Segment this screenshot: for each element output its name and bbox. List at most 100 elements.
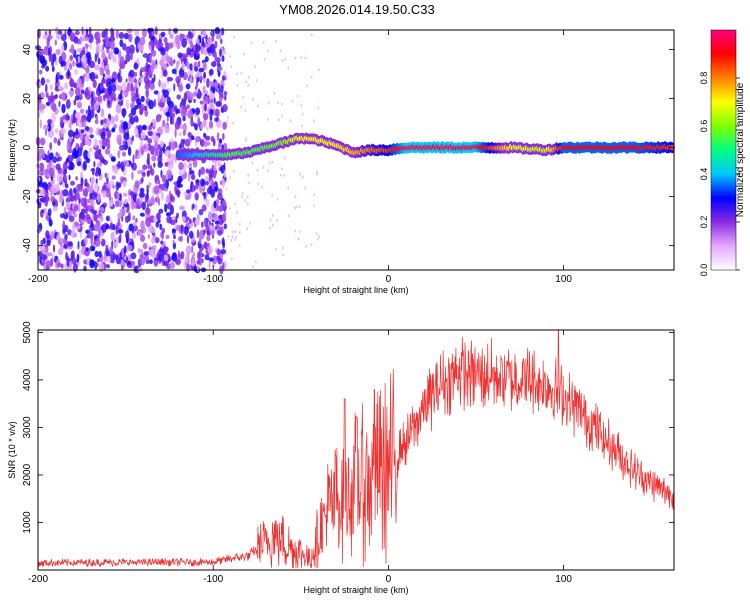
spectrogram-noise-cell [58, 100, 61, 108]
spectrogram-noise-cell [163, 181, 167, 187]
spectrogram-noise-cell [174, 128, 177, 138]
spectrogram-noise-cell [255, 79, 258, 82]
spectrogram-noise-cell [115, 29, 119, 39]
spectrogram-noise-cell [151, 155, 157, 162]
spectrogram-noise-cell [116, 134, 122, 144]
spectrogram-noise-cell [93, 192, 98, 198]
spectrogram-noise-cell [244, 199, 246, 202]
spectrogram-noise-cell [134, 180, 140, 189]
spectrogram-noise-cell [127, 138, 131, 148]
y-tick-label: -40 [22, 238, 33, 253]
spectrogram-noise-cell [69, 78, 75, 88]
spectrogram-noise-cell [81, 26, 84, 36]
spectrogram-noise-cell [297, 94, 299, 98]
spectrogram-noise-cell [304, 56, 307, 60]
spectrogram-noise-cell [113, 47, 119, 55]
spectrogram-noise-cell [180, 224, 183, 233]
spectrogram-noise-cell [64, 82, 69, 90]
spectrogram-noise-cell [134, 71, 138, 77]
spectrogram-noise-cell [318, 235, 320, 238]
spectrogram-noise-cell [77, 147, 83, 158]
spectrogram-noise-cell [200, 123, 203, 129]
spectrogram-noise-cell [164, 124, 170, 134]
spectrogram-noise-cell [112, 165, 119, 174]
spectrogram-noise-cell [79, 122, 83, 129]
spectrogram-noise-cell [100, 233, 103, 243]
spectrogram-noise-cell [80, 208, 87, 214]
spectrogram-noise-cell [144, 84, 148, 90]
spectrogram-noise-cell [132, 154, 135, 164]
spectrogram-noise-cell [178, 170, 184, 176]
spectrogram-noise-cell [63, 206, 67, 216]
spectrogram-noise-cell [189, 170, 195, 176]
spectrogram-noise-cell [158, 148, 163, 158]
spectrogram-noise-cell [287, 67, 289, 70]
spectrogram-noise-cell [106, 78, 112, 85]
spectrogram-noise-cell [72, 137, 75, 143]
spectrogram-noise-cell [111, 156, 116, 162]
spectrogram-noise-cell [194, 218, 200, 226]
spectrogram-noise-cell [41, 260, 46, 266]
spectrogram-noise-cell [190, 183, 193, 193]
spectrogram-noise-cell [217, 66, 223, 72]
spectrogram-noise-cell [194, 136, 200, 143]
spectrogram-noise-cell [176, 188, 180, 198]
spectrogram-noise-cell [58, 156, 62, 162]
spectrogram-noise-cell [76, 78, 82, 89]
spectrogram-noise-cell [232, 121, 234, 125]
y-tick-label: 5000 [22, 321, 33, 344]
spectrogram-noise-cell [180, 109, 187, 118]
spectrogram-noise-cell [46, 234, 50, 240]
spectrogram-noise-cell [165, 212, 172, 217]
spectrogram-noise-cell [38, 49, 45, 56]
spectrogram-noise-cell [64, 233, 68, 241]
spectrogram-noise-cell [194, 192, 199, 201]
colorbar: 0.0 0.2 0.4 0.6 0.8 Normalized spectral ampl… [699, 29, 746, 276]
spectrogram-noise-cell [233, 36, 236, 39]
spectrogram-noise-cell [63, 238, 66, 245]
spectrogram-noise-cell [147, 233, 150, 240]
spectrogram-noise-cell [95, 115, 99, 122]
spectrogram-noise-cell [93, 183, 99, 193]
spectrogram-noise-cell [215, 108, 220, 118]
spectrogram-noise-cell [193, 185, 196, 191]
spectrogram-noise-cell [39, 137, 46, 146]
spectrogram-noise-cell [67, 129, 74, 138]
spectrogram-noise-cell [75, 176, 78, 181]
spectrogram-noise-cell [77, 240, 80, 250]
snr-panel: -200 -100 0 100 1000 2000 3000 4000 5000 Height … [7, 321, 675, 595]
spectrogram-noise-cell [185, 216, 190, 221]
spectrogram-noise-cell [146, 184, 150, 190]
spectrogram-noise-cell [163, 37, 168, 43]
spectrogram-noise-cell [213, 185, 219, 192]
spectrogram-noise-cell [246, 227, 248, 230]
spectrogram-noise-cell [177, 250, 180, 257]
spectrogram-noise-cell [91, 219, 94, 227]
spectrogram-noise-cell [105, 188, 111, 198]
spectrogram-noise-cell [36, 176, 41, 182]
spectrogram-noise-cell [166, 55, 171, 64]
spectrogram-noise-cell [230, 65, 233, 69]
spectrogram-noise-cell [317, 237, 319, 241]
spectrogram-noise-cell [247, 202, 249, 206]
spectrogram-noise-cell [61, 91, 66, 101]
spectrogram-noise-cell [139, 36, 146, 46]
spectrogram-noise-cell [140, 234, 145, 242]
spectrogram-noise-cell [145, 71, 149, 78]
spectrogram-noise-cell [98, 139, 102, 144]
spectrogram-noise-cell [174, 121, 180, 130]
spectrogram-noise-cell [209, 99, 214, 104]
spectrogram-noise-cell [164, 246, 169, 252]
spectrogram-noise-cell [94, 53, 98, 63]
spectrogram-noise-cell [273, 92, 276, 95]
spectrogram-noise-cell [84, 72, 90, 82]
spectrogram-noise-cell [119, 208, 126, 216]
spectrogram-noise-cell [251, 161, 254, 165]
spectrogram-noise-cell [74, 30, 80, 36]
spectrogram-noise-cell [132, 224, 138, 232]
spectrogram-noise-cell [129, 116, 135, 125]
spectrogram-noise-cell [123, 120, 128, 131]
spectrogram-noise-cell [80, 108, 85, 114]
spectrogram-noise-cell [231, 235, 233, 238]
spectrogram-noise-cell [46, 239, 51, 247]
